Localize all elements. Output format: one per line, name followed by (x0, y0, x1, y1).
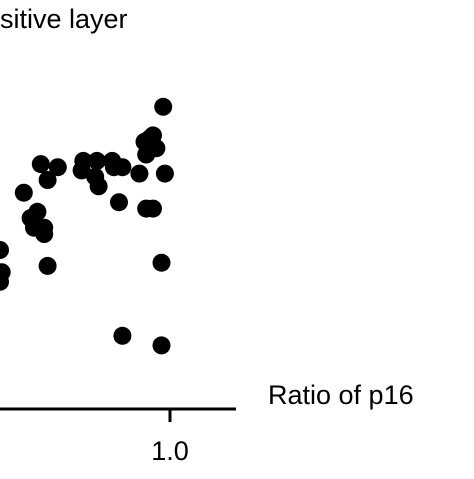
points-layer (0, 97, 174, 355)
data-point-4 (14, 183, 33, 202)
data-point-13 (48, 158, 67, 177)
data-point-15 (74, 151, 93, 170)
data-point-11 (38, 256, 57, 275)
data-point-29 (144, 199, 162, 218)
data-point-10 (35, 218, 54, 237)
data-point-24 (130, 164, 149, 183)
data-point-32 (152, 253, 171, 272)
data-point-3 (0, 263, 11, 282)
data-point-18 (89, 177, 108, 196)
data-point-17 (87, 151, 106, 170)
data-point-8 (31, 155, 50, 174)
x-ticks-layer: 1.0 (151, 409, 189, 466)
data-point-7 (28, 202, 47, 221)
data-point-23 (113, 326, 132, 345)
data-point-31 (147, 139, 166, 158)
x-tick-label: 1.0 (151, 436, 189, 466)
data-point-35 (154, 97, 173, 116)
chart-title: sitive layer (0, 4, 128, 34)
data-point-33 (152, 336, 171, 355)
data-point-34 (155, 164, 174, 183)
x-axis-label: Ratio of p16 (268, 380, 414, 410)
data-point-22 (110, 193, 128, 212)
data-point-1 (0, 241, 9, 259)
data-point-21 (113, 158, 132, 177)
data-point-12 (38, 171, 57, 189)
